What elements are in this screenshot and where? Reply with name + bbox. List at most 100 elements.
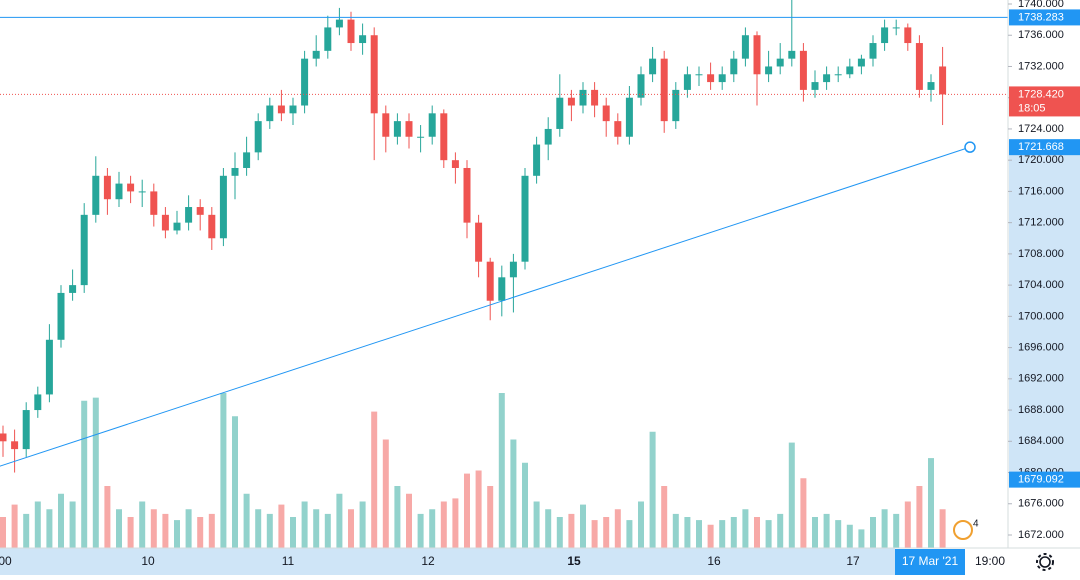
candle-body [150, 191, 158, 215]
volume-bar [174, 520, 180, 548]
candle-body [405, 121, 413, 137]
volume-bar [881, 509, 888, 548]
volume-bar [522, 462, 528, 548]
candle-body [463, 167, 471, 223]
candle-body [695, 74, 703, 76]
volume-bar [150, 509, 157, 548]
volume-bar [730, 517, 737, 548]
candle-body [509, 261, 517, 278]
y-tick-label: 1720.000 [1018, 154, 1064, 166]
candle-body [649, 58, 657, 75]
trendline-start-label: 1679.092 [1018, 474, 1064, 486]
candle-body [335, 19, 343, 28]
candle-body [765, 66, 773, 75]
candle-body [393, 121, 401, 137]
volume-bar [614, 509, 621, 548]
volume-bar [162, 513, 169, 548]
candle-body [243, 152, 251, 168]
y-tick-label: 1724.000 [1018, 123, 1064, 135]
settings-icon[interactable] [1036, 553, 1054, 571]
candle-body [556, 97, 564, 129]
volume-bar [777, 513, 784, 548]
volume-bar [765, 520, 772, 548]
volume-bar [835, 520, 842, 548]
y-tick-label: 1692.000 [1018, 373, 1064, 385]
candle-body [823, 74, 831, 83]
volume-bar [46, 509, 53, 548]
y-tick-label: 1736.000 [1018, 29, 1064, 41]
candle-body [196, 207, 204, 215]
volume-bar [916, 486, 923, 548]
volume-bar [69, 501, 76, 548]
volume-bar [545, 509, 552, 548]
candle-body [753, 35, 761, 75]
volume-bar [672, 513, 679, 548]
x-tick-label: 00 [0, 554, 12, 568]
candle-body [927, 82, 935, 90]
volume-bar [440, 501, 447, 548]
volume-bar [197, 517, 204, 548]
y-tick-label: 1700.000 [1018, 310, 1064, 322]
volume-bar [846, 524, 853, 548]
volume-bar [406, 493, 412, 548]
last-time: 19:00 [975, 554, 1005, 568]
volume-bar [185, 509, 192, 548]
volume-bar [127, 517, 134, 548]
candle-body [579, 89, 587, 106]
candle-body [22, 410, 30, 450]
volume-bar [580, 504, 586, 548]
volume-bar [498, 393, 505, 548]
candle-body [301, 58, 309, 106]
y-tick-label: 1708.000 [1018, 248, 1064, 260]
volume-bar [858, 529, 865, 548]
y-tick-label: 1684.000 [1018, 435, 1064, 447]
candle-body [788, 50, 796, 59]
volume-bar [475, 470, 482, 548]
candle-body [80, 214, 88, 286]
x-tick-label: 17 [846, 554, 860, 568]
candle-body [266, 105, 274, 122]
candle-body [231, 167, 239, 176]
candle-body [799, 50, 807, 90]
candle-body [440, 113, 448, 161]
candle-body [417, 136, 425, 138]
candle-body [45, 339, 53, 395]
candle-body [521, 175, 529, 262]
volume-bar [823, 513, 830, 548]
candle-body [254, 121, 262, 153]
volume-bar [487, 486, 494, 548]
candle-body [277, 105, 285, 114]
candle-body [567, 97, 575, 106]
candle-body [451, 160, 459, 168]
volume-bar [58, 493, 64, 548]
volume-bar [928, 458, 934, 548]
candle-body [533, 144, 541, 176]
trendline-end-box [1009, 139, 1080, 156]
trendline-start-box [1009, 471, 1080, 488]
candle-body [718, 74, 726, 83]
volume-bar [290, 517, 296, 548]
volume-bar [452, 498, 459, 548]
y-tick-label: 1732.000 [1018, 60, 1064, 72]
candle-body [185, 207, 193, 223]
volume-bar [359, 501, 366, 548]
volume-bar [371, 411, 378, 548]
candle-body [312, 50, 320, 59]
volume-bar [266, 513, 273, 548]
volume-bar [696, 520, 702, 548]
candle-body [115, 183, 123, 200]
candle-body [0, 433, 7, 442]
volume-bar [220, 393, 227, 548]
candle-body [11, 441, 19, 450]
candle-body [591, 89, 599, 106]
volume-bar [336, 493, 343, 548]
volume-bar [11, 504, 18, 548]
candle-body [138, 191, 146, 193]
candle-body [904, 27, 912, 44]
candle-body [382, 113, 390, 137]
y-tick-label: 1712.000 [1018, 217, 1064, 229]
candle-body [857, 58, 865, 67]
